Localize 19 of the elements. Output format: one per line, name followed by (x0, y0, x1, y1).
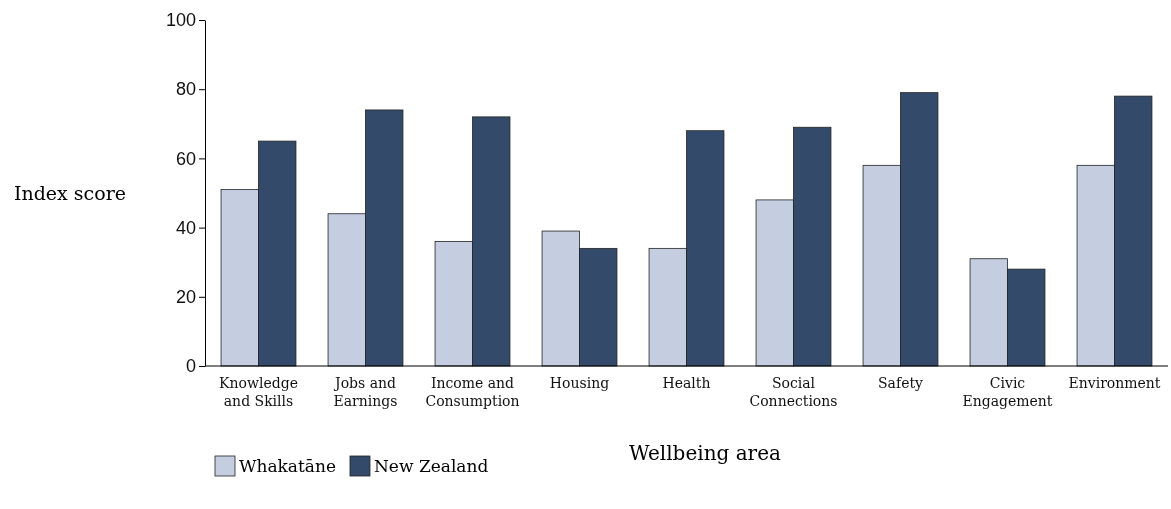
x-tick-label: Civic Engagement (962, 375, 1053, 409)
legend-label: Whakatāne (239, 456, 336, 476)
y-tick-label: 60 (175, 148, 196, 169)
x-tick-label: Jobs and Earnings (333, 375, 398, 409)
x-tick-label: Housing (549, 375, 610, 391)
x-tick-label: Health (662, 375, 711, 391)
x-tick-label: Environment (1068, 375, 1161, 391)
y-tick-label: 100 (165, 10, 196, 31)
y-tick-label: 80 (175, 79, 196, 100)
x-tick-label: Safety (878, 375, 924, 391)
x-tick-label: Income and Consumption (425, 375, 520, 409)
y-tick-label: 0 (185, 356, 196, 377)
y-tick-label: 20 (175, 287, 196, 308)
x-tick-label: Social Connections (749, 375, 838, 409)
x-tick-label: Knowledge and Skills (219, 375, 298, 409)
x-axis-title: Wellbeing area (629, 441, 782, 465)
legend-label: New Zealand (373, 456, 489, 476)
y-tick-label: 40 (175, 217, 196, 238)
y-axis-title: Index score (13, 182, 127, 204)
